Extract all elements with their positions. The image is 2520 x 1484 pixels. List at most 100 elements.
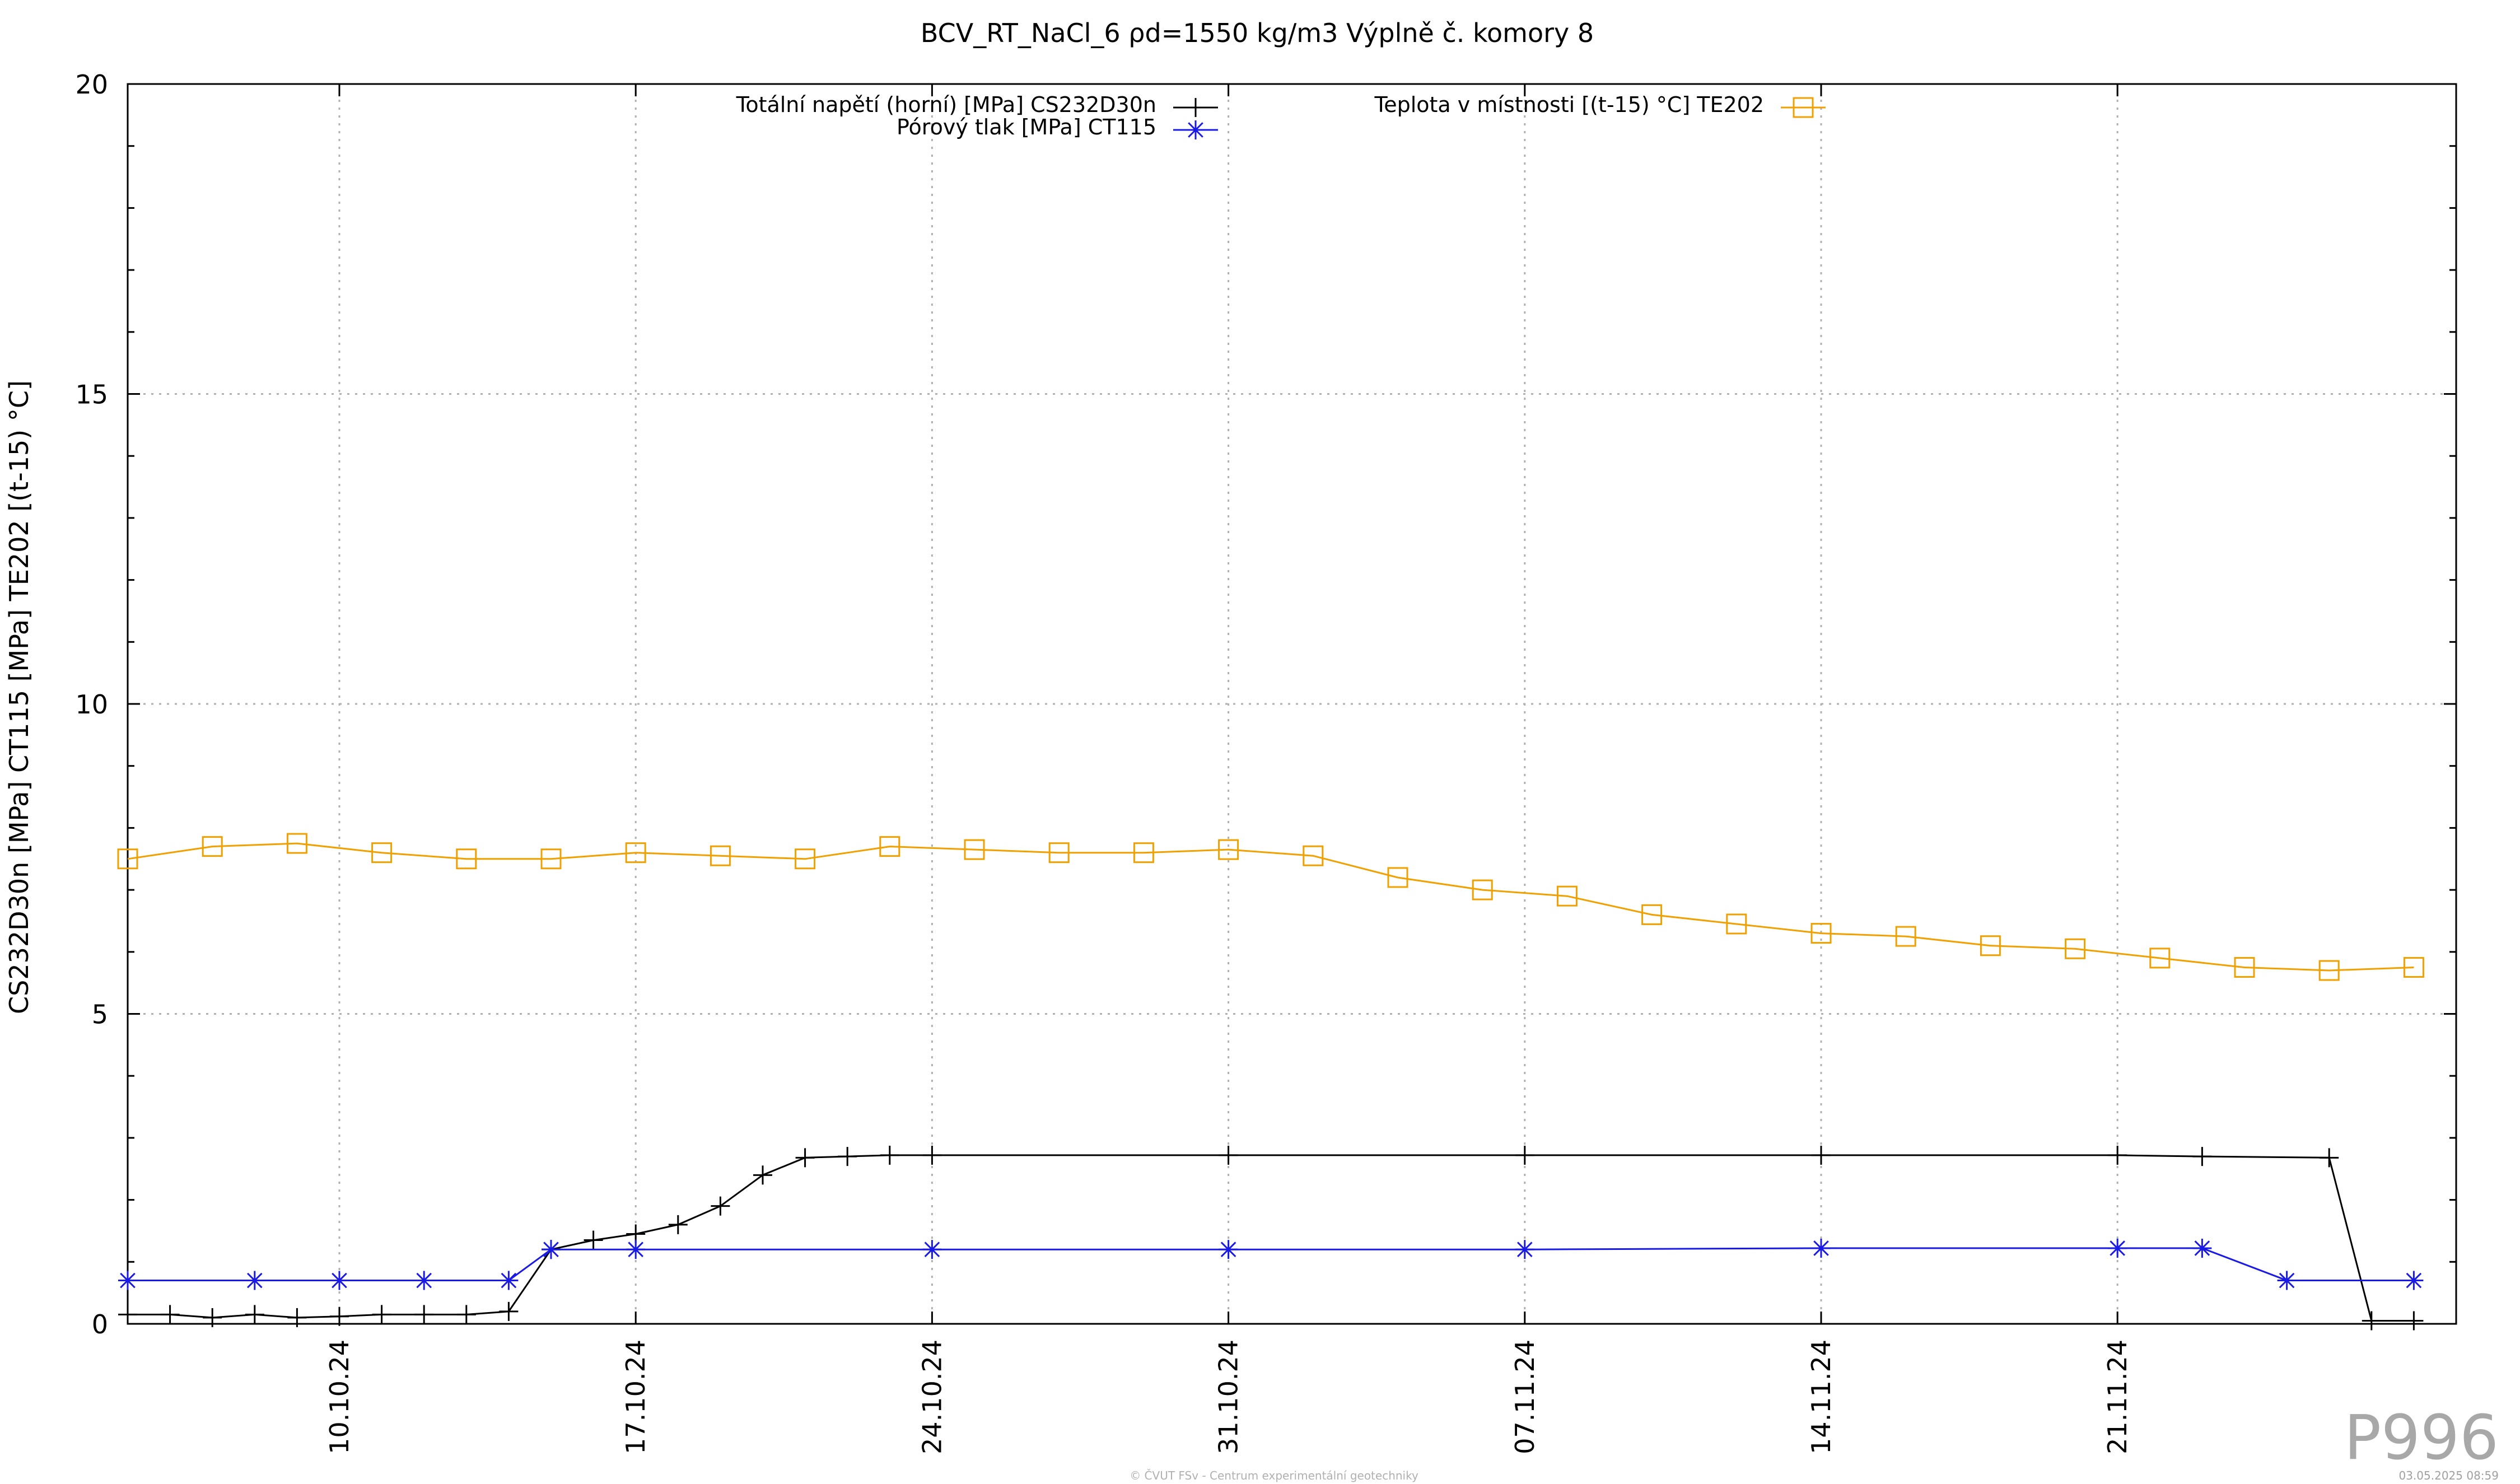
- data-point: [1895, 926, 1916, 947]
- data-point: [1726, 913, 1747, 935]
- series-1: [118, 1145, 2424, 1331]
- data-point: [2320, 1148, 2339, 1168]
- data-point: [964, 839, 985, 860]
- data-point: [414, 1271, 434, 1290]
- data-point: [2192, 1147, 2212, 1166]
- data-point: [795, 848, 816, 870]
- series-line: [127, 842, 2414, 972]
- data-point: [2149, 948, 2171, 969]
- data-point: [372, 1305, 391, 1324]
- data-point: [1793, 97, 1814, 118]
- data-point: [456, 848, 477, 870]
- data-point: [2192, 1238, 2212, 1258]
- x-tick-label: 31.10.24: [1214, 1340, 1244, 1454]
- series-3: [117, 833, 2424, 981]
- data-point: [2362, 1311, 2381, 1331]
- data-point: [880, 1145, 899, 1165]
- legend: Totální napětí (horní) [MPa] CS232D30nPó…: [736, 92, 1826, 139]
- x-tick-label: 07.11.24: [1510, 1340, 1540, 1454]
- series-line: [128, 1247, 2414, 1281]
- x-tick-label: 24.10.24: [917, 1340, 947, 1454]
- data-point: [245, 1305, 264, 1324]
- data-point: [542, 1240, 561, 1259]
- data-point: [1219, 1240, 1238, 1259]
- axes: 0 5 10 15 20 10.10.24 17.10.24 24.10.24 31.10.24…: [75, 69, 2456, 1454]
- data-point: [330, 1271, 349, 1290]
- data-point: [456, 1305, 476, 1324]
- data-point: [2108, 1145, 2127, 1165]
- plot-frame: [127, 83, 2457, 1325]
- data-point: [1387, 867, 1408, 888]
- y-axis-label: CS232D30n [MPa] CT115 [MPa] TE202 [(t-15…: [4, 380, 34, 1014]
- data-point: [499, 1271, 519, 1290]
- data-point: [668, 1215, 688, 1234]
- data-point: [371, 842, 393, 864]
- data-point: [118, 1305, 137, 1324]
- legend-label: Teplota v místnosti [(t-15) °C] TE202: [1374, 92, 1764, 117]
- data-point: [203, 1308, 222, 1327]
- data-point: [499, 1301, 519, 1321]
- data-point: [838, 1147, 857, 1166]
- data-point: [1515, 1145, 1534, 1165]
- data-point: [1303, 845, 1324, 866]
- y-tick-label: 15: [75, 380, 108, 410]
- data-point: [1556, 885, 1578, 907]
- data-point: [710, 845, 731, 866]
- data-point: [245, 1271, 264, 1290]
- data-point: [2404, 1271, 2424, 1290]
- data-point: [1186, 98, 1205, 117]
- data-point: [626, 1240, 646, 1259]
- footer-timestamp: 03.05.2025 08:59: [2398, 1469, 2499, 1482]
- data-point: [922, 1145, 942, 1165]
- data-point: [1186, 120, 1205, 139]
- data-point: [753, 1165, 772, 1185]
- data-point: [584, 1230, 603, 1250]
- chart-title: BCV_RT_NaCl_6 ρd=1550 kg/m3 Výplně č. ko…: [921, 18, 1594, 48]
- data-point: [625, 842, 646, 864]
- y-tick-label: 20: [75, 69, 108, 100]
- data-point: [540, 848, 562, 870]
- legend-label: Totální napětí (horní) [MPa] CS232D30n: [736, 92, 1156, 117]
- series-2: [118, 1238, 2424, 1290]
- y-tick-label: 10: [75, 689, 108, 720]
- data-point: [1218, 839, 1239, 860]
- data-point: [1048, 842, 1070, 864]
- x-tick-label: 17.10.24: [620, 1340, 651, 1454]
- data-point: [2318, 960, 2340, 981]
- data-point: [1641, 904, 1663, 925]
- grid: [128, 84, 2456, 1324]
- data-point: [922, 1240, 942, 1259]
- data-point: [330, 1306, 349, 1326]
- x-tick-label: 10.10.24: [324, 1340, 354, 1454]
- data-point: [1810, 923, 1832, 944]
- data-point: [414, 1305, 434, 1324]
- data-point: [1133, 842, 1154, 864]
- data-point: [879, 836, 900, 857]
- data-point: [1980, 935, 2001, 956]
- data-point: [1812, 1238, 1831, 1258]
- data-point: [2065, 938, 2086, 959]
- data-point: [711, 1196, 730, 1216]
- footer-credit: © ČVUT FSv - Centrum experimentální geot…: [1130, 1469, 1418, 1482]
- data-point: [2403, 956, 2424, 978]
- data-point: [287, 1308, 307, 1327]
- x-tick-label: 21.11.24: [2102, 1340, 2132, 1454]
- data-point: [1812, 1145, 1831, 1165]
- data-point: [160, 1305, 180, 1324]
- data-point: [1515, 1240, 1534, 1259]
- data-point: [117, 848, 138, 870]
- data-point: [2234, 956, 2255, 978]
- data-point: [1219, 1145, 1238, 1165]
- data-point: [118, 1271, 137, 1290]
- data-point: [202, 836, 223, 857]
- x-tick-label: 14.11.24: [1806, 1340, 1836, 1454]
- data-point: [2277, 1271, 2297, 1290]
- y-tick-label: 0: [92, 1309, 108, 1340]
- data-point: [286, 833, 307, 854]
- data-point: [2404, 1311, 2424, 1331]
- legend-label: Pórový tlak [MPa] CT115: [897, 115, 1156, 139]
- series-line: [128, 1154, 2414, 1322]
- data-point: [2108, 1238, 2127, 1258]
- watermark-id: P996: [2344, 1402, 2499, 1473]
